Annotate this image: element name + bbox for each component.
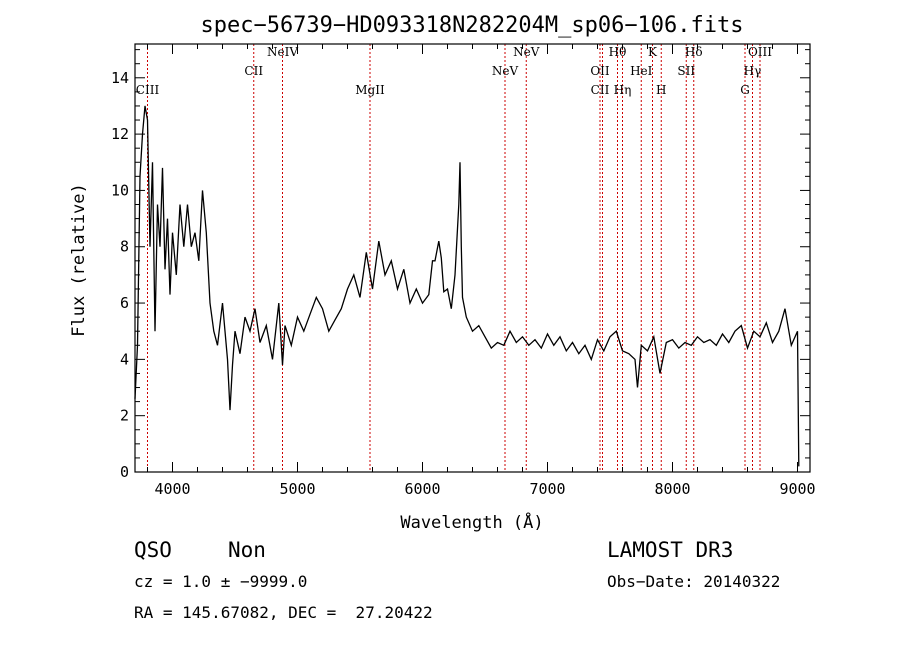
x-tick-label: 8000 [654,480,690,498]
survey-name: LAMOST DR3 [607,538,734,562]
line-label: MgII [355,83,385,97]
line-label: K [648,45,658,59]
coordinates: RA = 145.67082, DEC = 27.20422 [134,603,433,622]
x-tick-label: 6000 [404,480,440,498]
line-label: CII [244,64,263,78]
y-axis: 0 2 4 6 8 10 12 14 [111,49,810,481]
object-class: QSO [134,538,172,562]
line-label: CIII [136,83,160,97]
redshift-info: cz = 1.0 ± −9999.0 [134,572,308,591]
line-label: OII [590,64,610,78]
x-tick-label: 4000 [154,480,190,498]
line-label: Hη [614,83,632,97]
line-label: H [656,83,666,97]
line-markers [147,44,761,472]
y-tick-label: 6 [120,294,129,312]
x-tick-label: 9000 [779,480,815,498]
observation-date: Obs−Date: 20140322 [607,572,781,591]
line-label: HeI [630,64,653,78]
chart-title: spec−56739−HD093318N282204M_sp06−106.fit… [200,13,743,38]
y-tick-label: 4 [120,350,129,368]
y-axis-label: Flux (relative) [69,183,89,337]
y-tick-label: 2 [120,407,129,425]
line-label: NeIV [267,45,298,59]
y-tick-label: 14 [111,69,129,87]
x-axis: 4000 5000 6000 7000 8000 9000 [147,44,816,498]
y-tick-label: 10 [111,181,129,199]
x-tick-label: 5000 [279,480,315,498]
line-label: Hθ [609,45,627,59]
y-tick-label: 12 [111,125,129,143]
x-axis-label: Wavelength (Å) [400,511,543,533]
y-tick-label: 0 [120,463,129,481]
line-label: Hγ [744,64,762,78]
line-label: CII [591,83,610,97]
line-labels: CIII CII NeIV MgII NeV NeV OII CII Hθ Hη HeI K H SII H… [136,45,772,97]
line-label: NeV [513,45,540,59]
spectrum-line [134,105,800,467]
line-label: G [740,83,750,97]
plot-frame [134,43,811,473]
y-tick-label: 8 [120,238,129,256]
line-label: Hδ [685,45,703,59]
line-label: OIII [748,45,772,59]
object-subclass: Non [228,538,266,562]
x-tick-label: 7000 [529,480,565,498]
line-label: SII [677,64,695,78]
line-label: NeV [492,64,519,78]
